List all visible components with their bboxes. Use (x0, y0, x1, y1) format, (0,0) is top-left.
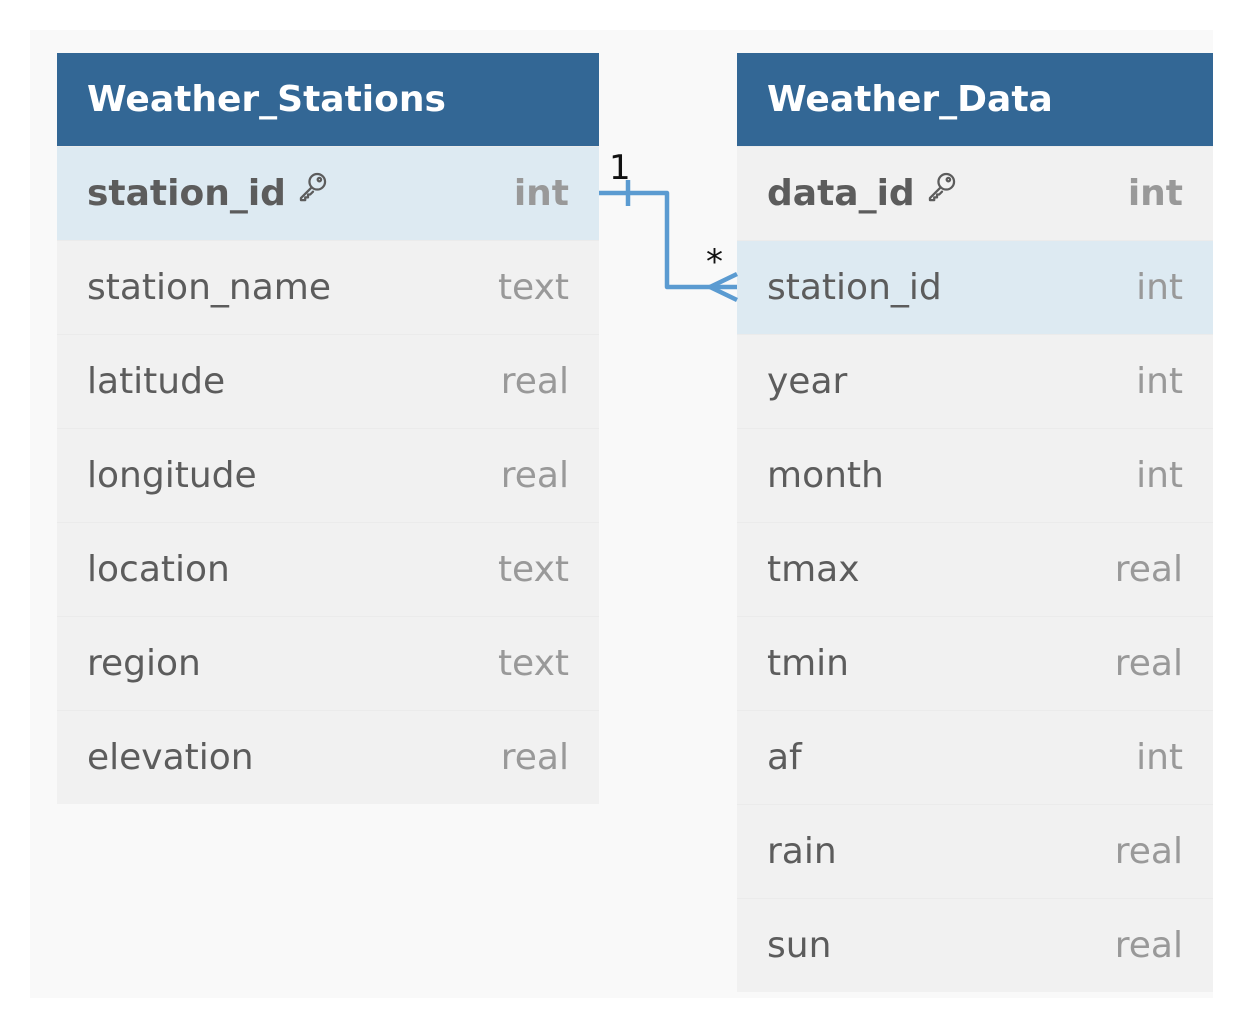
column-type: int (1136, 737, 1183, 778)
column-type: int (1136, 361, 1183, 402)
column-type: real (1114, 831, 1183, 872)
column-type: int (1136, 267, 1183, 308)
column-name: station_id (87, 147, 330, 241)
column-row-sun[interactable]: sun real (737, 898, 1213, 992)
column-name: month (767, 455, 884, 496)
column-name: sun (767, 925, 832, 966)
column-type: int (1127, 173, 1183, 214)
column-type: text (497, 643, 569, 684)
key-icon (296, 145, 330, 239)
column-type: real (1114, 643, 1183, 684)
column-name: station_name (87, 267, 331, 308)
column-row-station-name[interactable]: station_name text (57, 240, 599, 334)
from-cardinality-label: 1 (609, 148, 631, 188)
column-name: elevation (87, 737, 254, 778)
table-title[interactable]: Weather_Data (737, 53, 1213, 146)
column-name: station_id (767, 267, 942, 308)
to-cardinality-label: * (706, 242, 723, 282)
column-type: real (1114, 925, 1183, 966)
column-type: text (497, 267, 569, 308)
column-name: longitude (87, 455, 257, 496)
column-type: real (1114, 549, 1183, 590)
column-type: int (513, 173, 569, 214)
column-type: text (497, 549, 569, 590)
column-type: real (500, 361, 569, 402)
column-row-location[interactable]: location text (57, 522, 599, 616)
column-name: af (767, 737, 802, 778)
column-name: tmin (767, 643, 850, 684)
table-weather-data[interactable]: Weather_Data data_id int station_id int … (737, 53, 1213, 992)
column-name: region (87, 643, 201, 684)
column-type: int (1136, 455, 1183, 496)
column-row-latitude[interactable]: latitude real (57, 334, 599, 428)
column-row-data-id[interactable]: data_id int (737, 146, 1213, 240)
column-name: tmax (767, 549, 860, 590)
column-name: location (87, 549, 230, 590)
column-row-longitude[interactable]: longitude real (57, 428, 599, 522)
column-name: year (767, 361, 848, 402)
column-row-rain[interactable]: rain real (737, 804, 1213, 898)
column-row-tmin[interactable]: tmin real (737, 616, 1213, 710)
column-row-year[interactable]: year int (737, 334, 1213, 428)
table-title[interactable]: Weather_Stations (57, 53, 599, 146)
column-name: latitude (87, 361, 226, 402)
column-row-region[interactable]: region text (57, 616, 599, 710)
column-row-elevation[interactable]: elevation real (57, 710, 599, 804)
key-icon (925, 145, 959, 239)
column-type: real (500, 737, 569, 778)
column-type: real (500, 455, 569, 496)
column-row-station-id[interactable]: station_id int (57, 146, 599, 240)
column-name: rain (767, 831, 837, 872)
column-name: data_id (767, 147, 959, 241)
table-weather-stations[interactable]: Weather_Stations station_id int station_… (57, 53, 599, 804)
column-row-month[interactable]: month int (737, 428, 1213, 522)
column-row-station-id[interactable]: station_id int (737, 240, 1213, 334)
column-row-tmax[interactable]: tmax real (737, 522, 1213, 616)
column-row-af[interactable]: af int (737, 710, 1213, 804)
